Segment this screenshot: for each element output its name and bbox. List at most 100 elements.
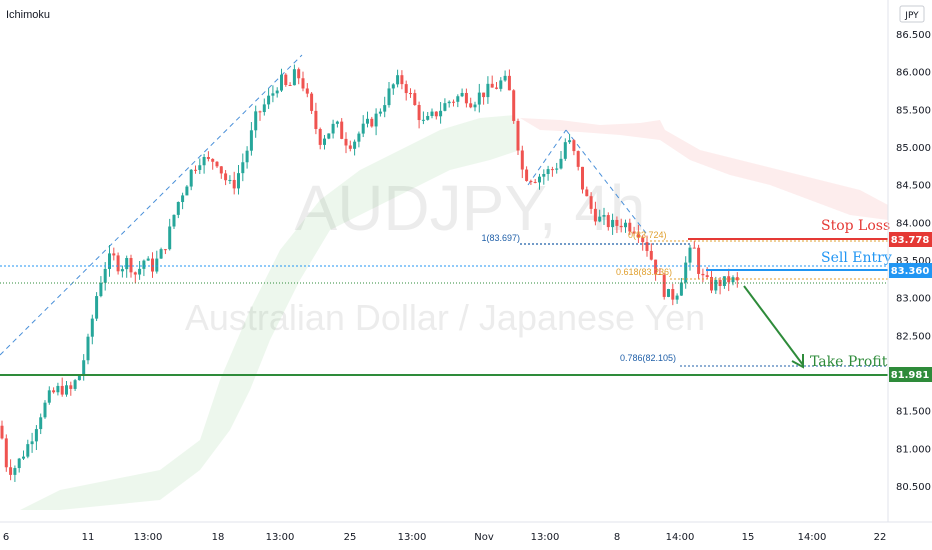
price-tick-label: 86.500 bbox=[896, 30, 931, 41]
candle-up bbox=[396, 75, 400, 85]
candle-up bbox=[374, 113, 378, 127]
candle-up bbox=[26, 444, 30, 457]
uptrend-line bbox=[0, 54, 303, 356]
candle-up bbox=[189, 169, 193, 187]
candle-down bbox=[507, 75, 511, 91]
candle-up bbox=[538, 176, 541, 183]
candle-up bbox=[542, 174, 546, 177]
candle-down bbox=[701, 273, 705, 276]
fib-1-label: 1(83.697) bbox=[481, 233, 520, 243]
time-tick-label: 13:00 bbox=[266, 532, 295, 543]
candle-up bbox=[426, 115, 430, 120]
candle-up bbox=[120, 269, 124, 272]
time-tick-label: 8 bbox=[614, 532, 620, 543]
price-tick-label: 81.500 bbox=[896, 407, 931, 418]
price-tick-label: 82.500 bbox=[896, 331, 931, 342]
candle-down bbox=[464, 92, 468, 104]
candle-up bbox=[271, 93, 275, 96]
candle-down bbox=[589, 196, 593, 209]
fib-0618-label: 0.618(83.236) bbox=[616, 267, 672, 277]
candle-up bbox=[335, 121, 339, 124]
candle-up bbox=[30, 441, 34, 445]
candle-up bbox=[357, 133, 361, 142]
candle-down bbox=[710, 277, 713, 291]
candle-down bbox=[495, 87, 498, 89]
watermark-name: Australian Dollar / Japanese Yen bbox=[185, 297, 705, 338]
candle-down bbox=[434, 111, 438, 117]
candle-up bbox=[391, 84, 395, 89]
candle-up bbox=[142, 260, 146, 269]
candle-down bbox=[301, 78, 305, 89]
candle-up bbox=[249, 130, 253, 151]
currency-badge[interactable] bbox=[899, 5, 925, 23]
watermark-symbol: AUDJPY, 4h bbox=[295, 172, 646, 244]
candle-down bbox=[318, 129, 322, 145]
candle-up bbox=[202, 156, 206, 166]
time-tick-label: 13:00 bbox=[134, 532, 163, 543]
candle-down bbox=[52, 390, 56, 393]
candle-up bbox=[667, 289, 670, 297]
candle-up bbox=[99, 282, 103, 297]
candle-down bbox=[314, 110, 318, 130]
candle-down bbox=[348, 145, 352, 149]
candle-down bbox=[585, 189, 589, 197]
ichimoku-cloud-red bbox=[520, 118, 888, 220]
candle-down bbox=[404, 84, 408, 94]
entry-price-tag-text: 83.360 bbox=[891, 266, 930, 277]
projection-arrowhead-icon bbox=[791, 354, 804, 369]
candle-down bbox=[628, 222, 632, 232]
candle-down bbox=[112, 253, 116, 256]
indicator-label[interactable]: Ichimoku bbox=[6, 9, 50, 21]
candle-down bbox=[636, 233, 640, 238]
candle-down bbox=[211, 158, 215, 162]
candle-up bbox=[477, 92, 481, 105]
candle-up bbox=[675, 295, 679, 300]
candle-down bbox=[9, 467, 13, 475]
candle-up bbox=[90, 318, 94, 337]
candle-up bbox=[228, 179, 232, 181]
candle-up bbox=[611, 219, 615, 228]
candle-down bbox=[649, 250, 653, 260]
candle-down bbox=[615, 219, 619, 226]
candle-down bbox=[194, 169, 197, 171]
candle-down bbox=[697, 247, 701, 274]
candle-down bbox=[654, 259, 658, 275]
price-tick-label: 83.000 bbox=[896, 294, 931, 305]
candle-down bbox=[727, 276, 731, 283]
candle-down bbox=[671, 289, 675, 300]
candle-up bbox=[198, 165, 202, 170]
candle-up bbox=[241, 162, 245, 174]
candle-up bbox=[555, 168, 559, 170]
time-tick-label: 13:00 bbox=[531, 532, 560, 543]
candle-down bbox=[297, 69, 301, 79]
candle-up bbox=[146, 258, 150, 261]
candle-up bbox=[383, 105, 387, 112]
price-tick-label: 83.500 bbox=[896, 256, 931, 267]
candle-down bbox=[593, 208, 597, 222]
candle-up bbox=[714, 279, 718, 291]
candle-down bbox=[581, 166, 584, 190]
candle-up bbox=[331, 123, 335, 134]
candle-down bbox=[133, 272, 137, 275]
candle-down bbox=[232, 179, 236, 189]
candle-down bbox=[417, 105, 421, 121]
candle-up bbox=[254, 111, 258, 131]
fib-swing-line-down bbox=[565, 129, 647, 234]
candle-down bbox=[284, 74, 288, 85]
candle-down bbox=[705, 275, 709, 278]
currency-label: JPY bbox=[904, 11, 919, 21]
candle-up bbox=[378, 111, 382, 114]
candle-up bbox=[77, 374, 81, 381]
candle-up bbox=[108, 253, 111, 269]
candle-up bbox=[267, 95, 271, 105]
candle-up bbox=[421, 119, 425, 121]
time-tick-label: Nov bbox=[474, 532, 494, 543]
time-tick-label: 6 bbox=[3, 532, 9, 543]
candle-up bbox=[559, 158, 563, 169]
candle-up bbox=[172, 214, 176, 227]
candle-down bbox=[116, 255, 120, 272]
time-tick-label: 25 bbox=[344, 532, 357, 543]
candle-up bbox=[39, 417, 43, 430]
candle-up bbox=[563, 142, 567, 159]
